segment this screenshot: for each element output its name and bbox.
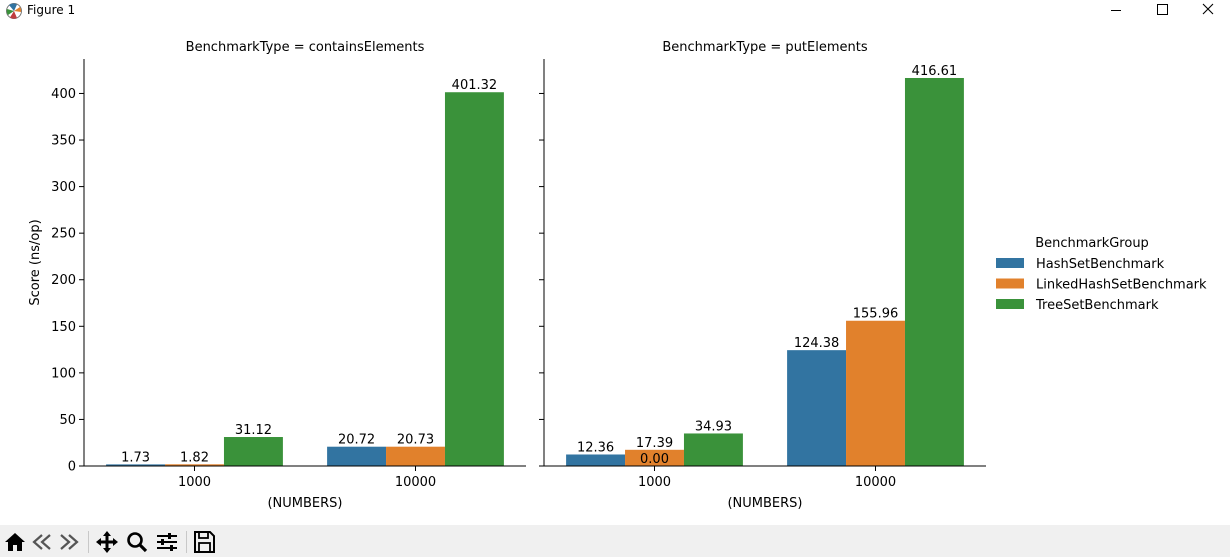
bar: [444, 92, 504, 466]
x-tick-label: 10000: [855, 475, 896, 490]
pan-button[interactable]: [94, 529, 120, 555]
minimize-icon: [1111, 10, 1121, 11]
legend-label: HashSetBenchmark: [1036, 257, 1165, 272]
home-icon: [5, 533, 25, 551]
close-button[interactable]: [1185, 0, 1230, 22]
figure-canvas[interactable]: BenchmarkType = containsElements 1.73 20.7…: [0, 22, 1230, 525]
data-label: 12.36: [577, 440, 614, 455]
legend-label: LinkedHashSetBenchmark: [1036, 278, 1207, 293]
matplotlib-logo-icon: [6, 3, 22, 19]
data-label: 1.73: [121, 450, 150, 465]
forward-button[interactable]: [56, 529, 82, 555]
panel-title: BenchmarkType = putElements: [662, 40, 867, 55]
maximize-icon: [1157, 4, 1168, 15]
data-label: 401.32: [452, 78, 498, 93]
bar: [846, 320, 905, 466]
y-axis-label: Score (ns/op): [28, 219, 43, 305]
save-icon: [194, 531, 215, 553]
data-label: 124.38: [794, 336, 840, 351]
y-tick-label: 400: [51, 87, 76, 102]
pan-icon: [96, 531, 118, 553]
data-label: 1.82: [180, 450, 209, 465]
back-button[interactable]: [29, 529, 55, 555]
bar: [904, 77, 964, 466]
x-axis-label: (NUMBERS): [727, 496, 802, 511]
zoom-icon: [127, 532, 148, 553]
bar: [386, 446, 445, 466]
configure-subplots-button[interactable]: [154, 529, 180, 555]
y-tick-label: 300: [51, 180, 76, 195]
zoom-button[interactable]: [124, 529, 150, 555]
title-bar: Figure 1: [0, 0, 1230, 22]
bar: [683, 433, 743, 466]
y-tick-label: 350: [51, 134, 76, 149]
minimize-button[interactable]: [1093, 0, 1139, 22]
data-label: 34.93: [695, 419, 732, 434]
data-label: 155.96: [853, 307, 899, 322]
data-label: 17.39: [636, 436, 673, 451]
back-icon: [32, 534, 51, 550]
navigation-toolbar: [0, 525, 1230, 557]
y-tick-label: 150: [51, 320, 76, 335]
bar: [165, 464, 224, 466]
toolbar-separator: [88, 531, 89, 553]
bar: [327, 446, 387, 466]
legend-label: TreeSetBenchmark: [1035, 298, 1159, 313]
y-tick-label: 100: [51, 366, 76, 381]
data-label: 416.61: [912, 64, 958, 79]
y-tick-label: 0: [68, 460, 76, 475]
data-label: 0.00: [640, 452, 669, 467]
bar: [106, 464, 166, 466]
x-tick-label: 1000: [178, 475, 211, 490]
x-axis-label: (NUMBERS): [267, 496, 342, 511]
legend-swatch: [996, 258, 1024, 268]
y-tick-label: 250: [51, 227, 76, 242]
x-tick-label: 1000: [638, 475, 671, 490]
y-tick-label: 200: [51, 273, 76, 288]
legend-title: BenchmarkGroup: [1035, 236, 1149, 251]
data-label: 31.12: [235, 423, 272, 438]
toolbar-separator: [186, 531, 187, 553]
bar: [566, 454, 626, 466]
data-label: 20.72: [338, 433, 375, 448]
forward-icon: [60, 534, 79, 550]
maximize-button[interactable]: [1139, 0, 1185, 22]
close-icon: [1202, 3, 1214, 15]
y-tick-label: 50: [59, 413, 76, 428]
panel-title: BenchmarkType = containsElements: [186, 40, 425, 55]
data-label: 20.73: [397, 433, 434, 448]
x-tick-label: 10000: [395, 475, 436, 490]
legend-swatch: [996, 299, 1024, 309]
bar: [787, 350, 847, 466]
legend-swatch: [996, 278, 1024, 289]
configure-subplots-icon: [157, 533, 177, 551]
bar: [625, 449, 684, 466]
window-title: Figure 1: [27, 3, 76, 17]
home-button[interactable]: [2, 529, 28, 555]
bar: [223, 437, 283, 466]
save-button[interactable]: [191, 529, 217, 555]
